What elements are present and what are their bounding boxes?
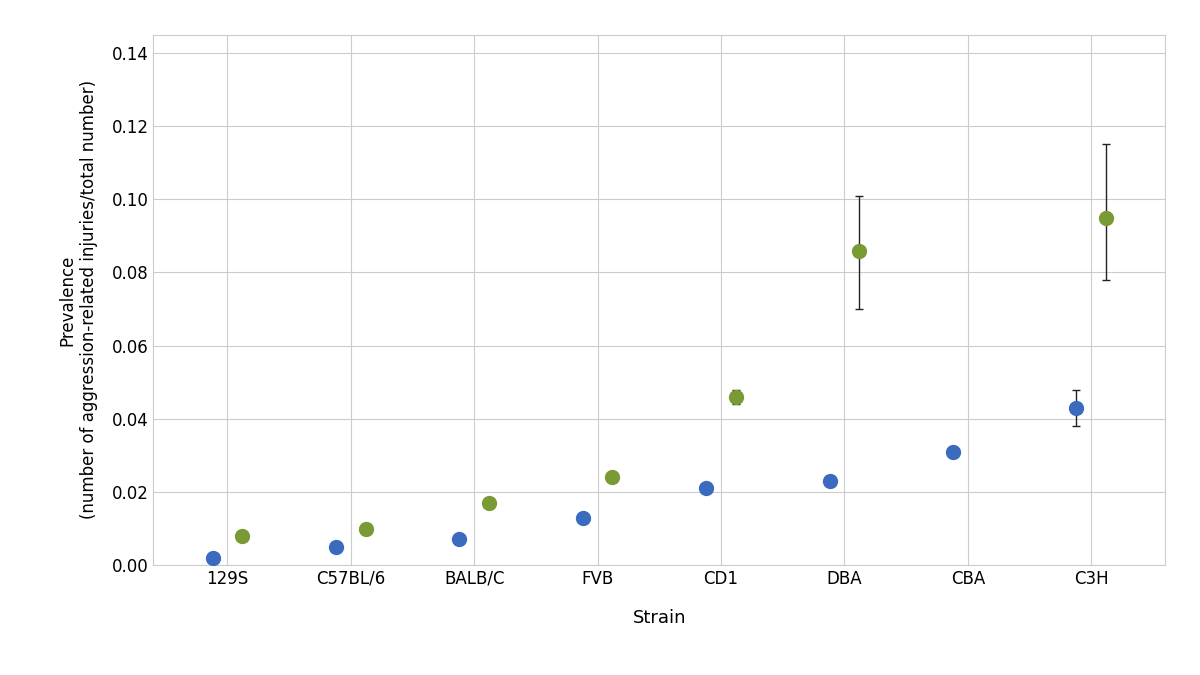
Y-axis label: Prevalence
(number of aggression-related injuries/total number): Prevalence (number of aggression-related… [59,80,97,520]
X-axis label: Strain: Strain [632,609,686,627]
